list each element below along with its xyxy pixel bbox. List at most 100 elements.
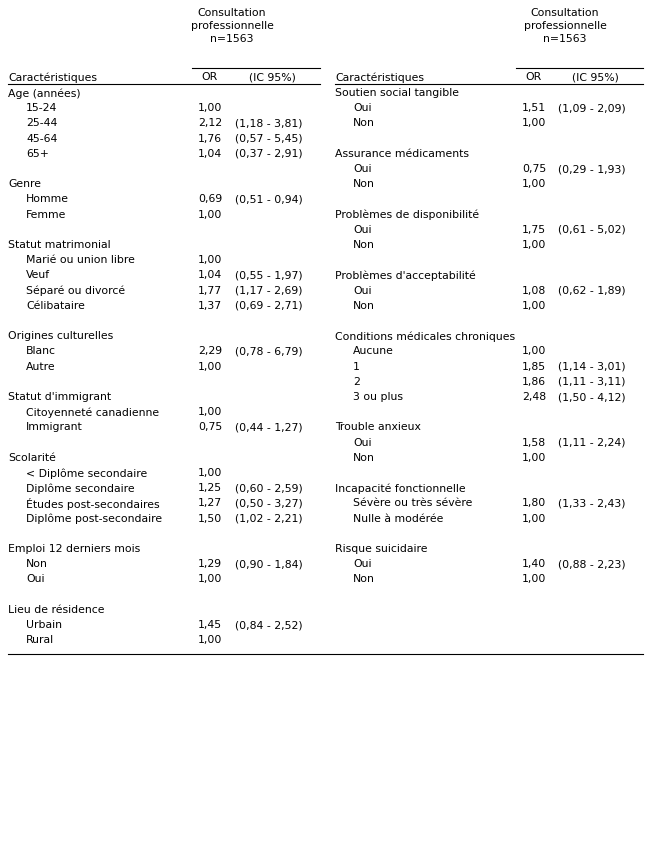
Text: (0,90 - 1,84): (0,90 - 1,84) [235, 559, 303, 569]
Text: 0,69: 0,69 [198, 194, 222, 205]
Text: Scolarité: Scolarité [8, 453, 56, 463]
Text: Oui: Oui [353, 225, 371, 235]
Text: 0,75: 0,75 [198, 422, 222, 432]
Text: Nulle à modérée: Nulle à modérée [353, 514, 443, 524]
Text: (0,84 - 2,52): (0,84 - 2,52) [235, 620, 303, 630]
Text: Emploi 12 derniers mois: Emploi 12 derniers mois [8, 544, 140, 554]
Text: Diplôme post-secondaire: Diplôme post-secondaire [26, 514, 162, 524]
Text: 45-64: 45-64 [26, 134, 58, 144]
Text: 1,50: 1,50 [198, 514, 222, 524]
Text: 1,29: 1,29 [198, 559, 222, 569]
Text: Séparé ou divorcé: Séparé ou divorcé [26, 286, 125, 296]
Text: 1,51: 1,51 [522, 104, 546, 113]
Text: Incapacité fonctionnelle: Incapacité fonctionnelle [335, 483, 466, 494]
Text: Non: Non [353, 300, 375, 311]
Text: (1,11 - 3,11): (1,11 - 3,11) [558, 377, 625, 387]
Text: Marié ou union libre: Marié ou union libre [26, 255, 135, 265]
Text: 1,40: 1,40 [522, 559, 546, 569]
Text: (0,51 - 0,94): (0,51 - 0,94) [235, 194, 303, 205]
Text: 1,00: 1,00 [522, 300, 546, 311]
Text: Consultation
professionnelle
n=1563: Consultation professionnelle n=1563 [524, 8, 607, 44]
Text: 1,08: 1,08 [522, 286, 546, 295]
Text: 1,00: 1,00 [522, 574, 546, 585]
Text: (0,69 - 2,71): (0,69 - 2,71) [235, 300, 303, 311]
Text: 1,00: 1,00 [198, 574, 222, 585]
Text: (0,78 - 6,79): (0,78 - 6,79) [235, 347, 303, 356]
Text: Célibataire: Célibataire [26, 300, 85, 311]
Text: 1,00: 1,00 [522, 514, 546, 524]
Text: Veuf: Veuf [26, 270, 50, 281]
Text: Rural: Rural [26, 635, 54, 645]
Text: 1,76: 1,76 [198, 134, 222, 144]
Text: Non: Non [353, 574, 375, 585]
Text: Oui: Oui [353, 559, 371, 569]
Text: (1,14 - 3,01): (1,14 - 3,01) [558, 361, 625, 372]
Text: Trouble anxieux: Trouble anxieux [335, 422, 421, 432]
Text: Risque suicidaire: Risque suicidaire [335, 544, 428, 554]
Text: 1,00: 1,00 [198, 468, 222, 478]
Text: Oui: Oui [353, 104, 371, 113]
Text: Immigrant: Immigrant [26, 422, 83, 432]
Text: (0,50 - 3,27): (0,50 - 3,27) [235, 498, 303, 508]
Text: Oui: Oui [353, 164, 371, 174]
Text: Diplôme secondaire: Diplôme secondaire [26, 483, 135, 494]
Text: Age (années): Age (années) [8, 88, 80, 98]
Text: (0,57 - 5,45): (0,57 - 5,45) [235, 134, 303, 144]
Text: 1,27: 1,27 [198, 498, 222, 508]
Text: (1,02 - 2,21): (1,02 - 2,21) [235, 514, 303, 524]
Text: 1,00: 1,00 [522, 179, 546, 189]
Text: (0,29 - 1,93): (0,29 - 1,93) [558, 164, 625, 174]
Text: Non: Non [353, 240, 375, 250]
Text: 1,04: 1,04 [198, 270, 222, 281]
Text: (1,11 - 2,24): (1,11 - 2,24) [558, 437, 625, 448]
Text: 0,75: 0,75 [522, 164, 546, 174]
Text: 1,00: 1,00 [198, 407, 222, 417]
Text: (0,62 - 1,89): (0,62 - 1,89) [558, 286, 625, 295]
Text: Non: Non [353, 118, 375, 128]
Text: Oui: Oui [353, 286, 371, 295]
Text: Problèmes de disponibilité: Problèmes de disponibilité [335, 210, 479, 220]
Text: 1,45: 1,45 [198, 620, 222, 630]
Text: Oui: Oui [26, 574, 45, 585]
Text: OR: OR [526, 72, 542, 82]
Text: Soutien social tangible: Soutien social tangible [335, 88, 459, 98]
Text: 1,85: 1,85 [522, 361, 546, 372]
Text: 1,25: 1,25 [198, 483, 222, 493]
Text: (1,33 - 2,43): (1,33 - 2,43) [558, 498, 625, 508]
Text: Problèmes d'acceptabilité: Problèmes d'acceptabilité [335, 270, 476, 281]
Text: (1,09 - 2,09): (1,09 - 2,09) [558, 104, 626, 113]
Text: 1,04: 1,04 [198, 149, 222, 159]
Text: 1,00: 1,00 [522, 453, 546, 463]
Text: (0,61 - 5,02): (0,61 - 5,02) [558, 225, 626, 235]
Text: 2,29: 2,29 [198, 347, 222, 356]
Text: Statut d'immigrant: Statut d'immigrant [8, 392, 111, 402]
Text: Caractéristiques: Caractéristiques [8, 72, 97, 82]
Text: Genre: Genre [8, 179, 41, 189]
Text: Études post-secondaires: Études post-secondaires [26, 498, 159, 510]
Text: (1,17 - 2,69): (1,17 - 2,69) [235, 286, 303, 295]
Text: < Diplôme secondaire: < Diplôme secondaire [26, 468, 147, 479]
Text: 1,75: 1,75 [522, 225, 546, 235]
Text: 1,86: 1,86 [522, 377, 546, 387]
Text: (0,60 - 2,59): (0,60 - 2,59) [235, 483, 303, 493]
Text: Sévère ou très sévère: Sévère ou très sévère [353, 498, 472, 508]
Text: Non: Non [353, 453, 375, 463]
Text: Lieu de résidence: Lieu de résidence [8, 605, 104, 615]
Text: 1,00: 1,00 [522, 240, 546, 250]
Text: Consultation
professionnelle
n=1563: Consultation professionnelle n=1563 [191, 8, 273, 44]
Text: Blanc: Blanc [26, 347, 56, 356]
Text: 65+: 65+ [26, 149, 49, 159]
Text: 1,00: 1,00 [198, 635, 222, 645]
Text: 1,00: 1,00 [198, 361, 222, 372]
Text: Citoyenneté canadienne: Citoyenneté canadienne [26, 407, 159, 418]
Text: Assurance médicaments: Assurance médicaments [335, 149, 469, 159]
Text: Oui: Oui [353, 437, 371, 448]
Text: OR: OR [202, 72, 218, 82]
Text: (IC 95%): (IC 95%) [572, 72, 618, 82]
Text: (0,88 - 2,23): (0,88 - 2,23) [558, 559, 625, 569]
Text: (1,18 - 3,81): (1,18 - 3,81) [235, 118, 303, 128]
Text: Non: Non [353, 179, 375, 189]
Text: Autre: Autre [26, 361, 56, 372]
Text: 1,00: 1,00 [198, 104, 222, 113]
Text: (0,37 - 2,91): (0,37 - 2,91) [235, 149, 303, 159]
